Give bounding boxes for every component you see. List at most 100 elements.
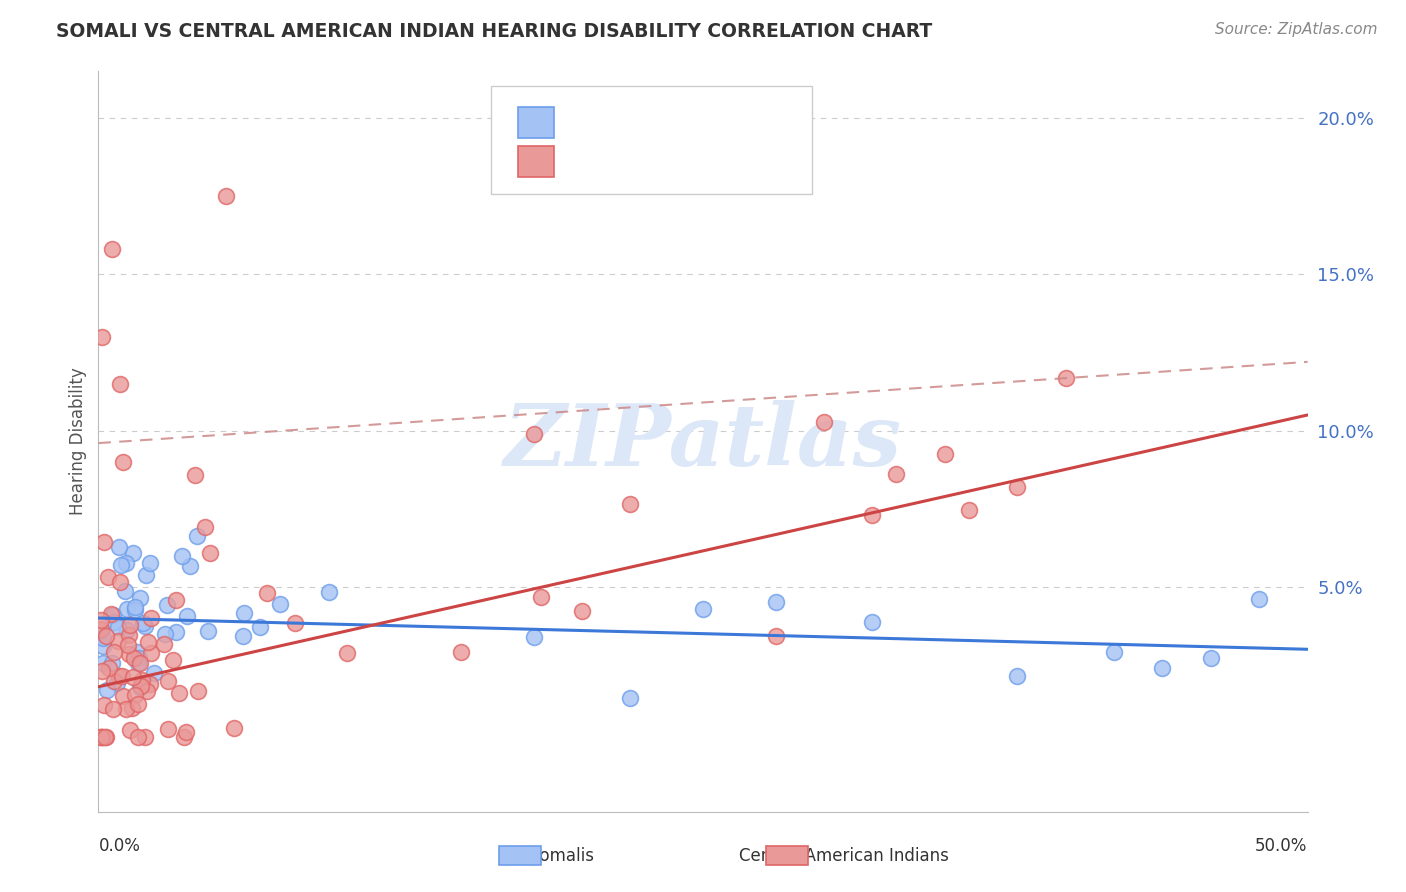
Point (97, 569, 120, 583)
Text: 0.0%: 0.0% (98, 837, 141, 855)
Point (90, 614, 112, 628)
Point (619, 691, 641, 706)
Text: Central American Indians: Central American Indians (738, 847, 949, 865)
Bar (517, 107, 554, 138)
Point (1007, 669, 1029, 683)
Point (860, 508, 883, 523)
Point (115, 623, 138, 637)
Point (232, 629, 254, 643)
Point (172, 549, 194, 564)
Point (108, 574, 131, 589)
Point (127, 730, 149, 744)
Point (1102, 645, 1125, 659)
Point (124, 688, 146, 702)
Point (131, 673, 153, 687)
Point (176, 609, 198, 624)
Point (103, 615, 125, 629)
Point (860, 615, 883, 630)
Point (96, 730, 118, 744)
Point (232, 606, 254, 620)
Point (765, 629, 787, 643)
Point (156, 599, 179, 613)
Text: R = -0.132   N = 52: R = -0.132 N = 52 (567, 113, 737, 131)
Point (184, 467, 207, 482)
Point (91, 640, 114, 654)
Point (1054, 371, 1077, 385)
Point (118, 723, 141, 737)
Point (886, 467, 908, 482)
Text: 50.0%: 50.0% (1256, 837, 1308, 855)
Point (692, 602, 714, 616)
Point (256, 586, 278, 600)
Point (110, 558, 132, 572)
Point (97, 661, 120, 675)
Point (215, 189, 238, 203)
Point (765, 595, 787, 609)
Point (124, 599, 146, 614)
Text: SOMALI VS CENTRAL AMERICAN INDIAN HEARING DISABILITY CORRELATION CHART: SOMALI VS CENTRAL AMERICAN INDIAN HEARIN… (56, 22, 932, 41)
Point (1249, 592, 1271, 607)
Point (110, 376, 132, 391)
Point (318, 585, 340, 599)
Text: Somalis: Somalis (530, 847, 595, 865)
Point (197, 624, 219, 639)
Text: ZIPatlas: ZIPatlas (503, 400, 903, 483)
Point (249, 620, 271, 634)
Point (107, 634, 129, 648)
Point (153, 636, 176, 650)
Point (93, 698, 115, 712)
Point (186, 529, 208, 543)
Point (129, 680, 152, 694)
Point (122, 651, 145, 665)
Point (136, 635, 159, 649)
Point (115, 556, 138, 570)
Point (162, 653, 184, 667)
Point (90, 622, 112, 636)
FancyBboxPatch shape (492, 87, 811, 194)
Point (100, 243, 122, 257)
Point (125, 645, 148, 659)
Point (93, 535, 115, 549)
Point (103, 645, 125, 659)
Point (90, 730, 112, 744)
Point (118, 628, 141, 642)
Point (134, 619, 156, 633)
Point (111, 668, 134, 682)
Point (108, 540, 131, 554)
Point (129, 679, 152, 693)
Point (165, 625, 187, 640)
Point (129, 591, 152, 605)
Point (167, 686, 190, 700)
Point (127, 697, 149, 711)
Point (96, 629, 118, 643)
Point (107, 619, 129, 633)
Point (813, 415, 835, 429)
Point (132, 615, 155, 630)
Point (117, 638, 139, 652)
Point (619, 498, 641, 512)
Point (957, 502, 980, 516)
Point (114, 584, 136, 599)
Point (155, 627, 177, 641)
Point (90, 730, 112, 744)
Point (571, 604, 593, 618)
Point (224, 721, 246, 735)
Point (91, 664, 114, 678)
Bar (517, 146, 554, 178)
Point (90, 730, 112, 744)
Point (128, 651, 150, 665)
Point (108, 669, 131, 683)
Point (122, 546, 145, 560)
Point (269, 597, 291, 611)
Point (198, 546, 221, 560)
Point (122, 670, 145, 684)
Point (94, 730, 117, 744)
Point (187, 684, 209, 698)
Point (101, 702, 124, 716)
Point (114, 702, 136, 716)
Point (100, 607, 122, 621)
Point (135, 567, 157, 582)
Point (336, 646, 359, 660)
Point (1007, 479, 1029, 493)
Text: Source: ZipAtlas.com: Source: ZipAtlas.com (1215, 22, 1378, 37)
